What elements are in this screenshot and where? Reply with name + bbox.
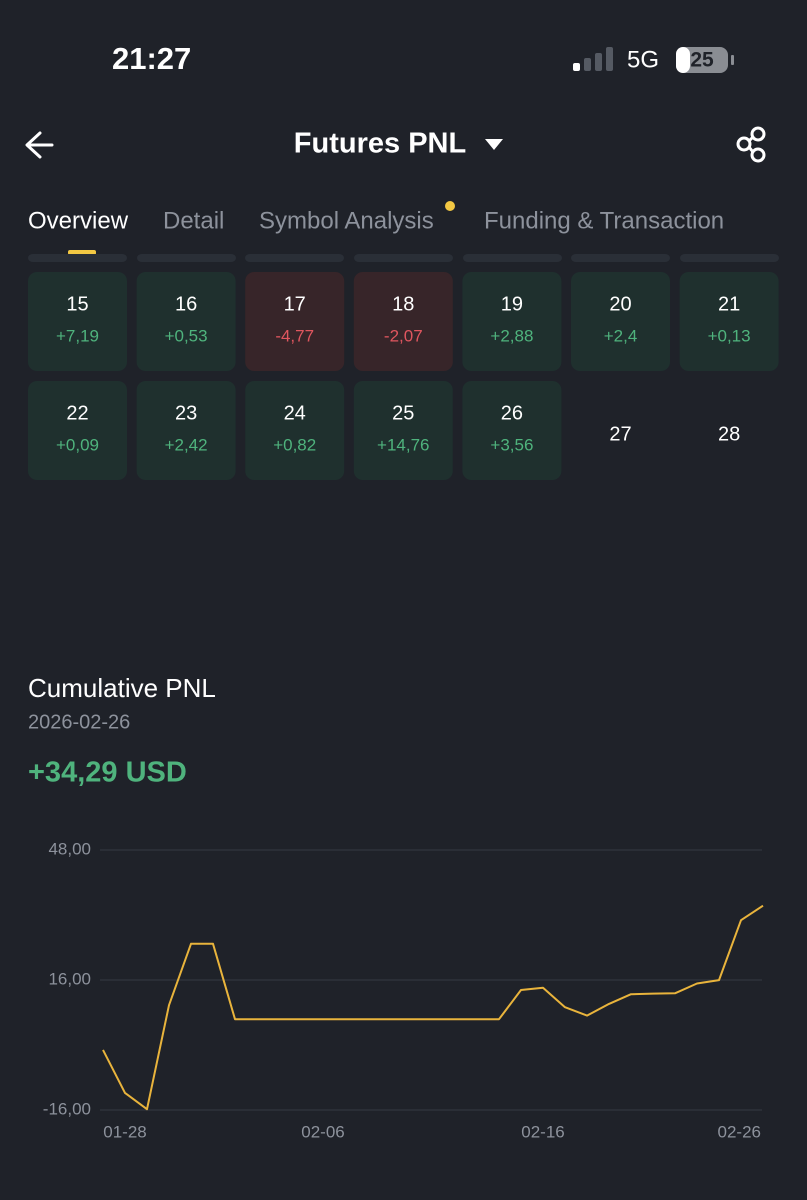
tab-overview[interactable]: Overview [28, 207, 129, 234]
cumulative-title: Cumulative PNL [28, 673, 216, 703]
calendar-row-clipped [28, 254, 779, 262]
calendar-cell [136, 381, 236, 480]
clock: 21:27 [112, 41, 191, 76]
calendar-pnl: +2,88 [490, 326, 533, 345]
y-tick-label: -16,00 [43, 1099, 91, 1118]
calendar-day: 17 [284, 293, 306, 315]
tab-indicator [68, 250, 96, 255]
cumulative-value: +34,29 USD [28, 757, 187, 789]
battery-level: 25 [690, 49, 714, 72]
calendar-pnl: +2,4 [604, 326, 638, 345]
calendar-day: 26 [501, 402, 523, 424]
calendar-day: 28 [718, 423, 740, 445]
calendar-cell [353, 381, 453, 480]
pnl-line [102, 904, 764, 1111]
calendar-cell [136, 272, 236, 371]
share-button[interactable] [736, 126, 766, 163]
x-tick-label: 02-26 [718, 1122, 761, 1141]
x-tick-label: 02-16 [521, 1122, 564, 1141]
y-tick-label: 16,00 [48, 969, 91, 988]
tab-symbol-analysis[interactable]: Symbol Analysis [259, 207, 434, 234]
calendar-day: 15 [66, 293, 88, 315]
calendar-pnl: -4,77 [275, 326, 314, 345]
calendar-cell [679, 272, 779, 371]
calendar-cell [245, 272, 345, 371]
battery-icon [676, 47, 734, 73]
tab-funding[interactable]: Funding & Transaction [484, 207, 724, 234]
page-title[interactable]: Futures PNL [294, 128, 466, 160]
calendar-cell [28, 381, 127, 480]
tab-detail[interactable]: Detail [163, 207, 224, 234]
calendar-day: 18 [392, 293, 414, 315]
calendar-pnl: +0,09 [56, 435, 99, 454]
calendar-cell [353, 272, 453, 371]
calendar-pnl: +7,19 [56, 326, 99, 345]
calendar-cell [245, 381, 345, 480]
back-button[interactable] [25, 131, 54, 159]
calendar-day: 25 [392, 402, 414, 424]
signal-icon [573, 47, 613, 71]
calendar-pnl: +0,53 [165, 326, 208, 345]
cumulative-date: 2026-02-26 [28, 711, 130, 733]
notification-dot [445, 201, 455, 211]
x-tick-label: 02-06 [301, 1122, 344, 1141]
calendar-day: 19 [501, 293, 523, 315]
calendar-day: 21 [718, 293, 740, 315]
calendar-day: 22 [66, 402, 88, 424]
calendar-cell [462, 272, 562, 371]
calendar-day: 20 [609, 293, 631, 315]
calendar-cell [462, 381, 562, 480]
calendar-day: 16 [175, 293, 197, 315]
calendar-pnl: +2,42 [165, 435, 208, 454]
network-label: 5G [627, 46, 659, 73]
calendar-day: 24 [284, 402, 306, 424]
calendar-day: 23 [175, 402, 197, 424]
x-tick-label: 01-28 [103, 1122, 146, 1141]
calendar-cell [28, 272, 127, 371]
calendar-pnl: +14,76 [377, 435, 429, 454]
calendar-pnl: +0,82 [273, 435, 316, 454]
title-dropdown[interactable] [485, 139, 503, 150]
calendar-pnl: +3,56 [490, 435, 533, 454]
calendar-pnl: -2,07 [384, 326, 423, 345]
calendar-pnl: +0,13 [708, 326, 751, 345]
calendar-day: 27 [609, 423, 631, 445]
calendar-cell [571, 272, 670, 371]
y-tick-label: 48,00 [48, 839, 91, 858]
